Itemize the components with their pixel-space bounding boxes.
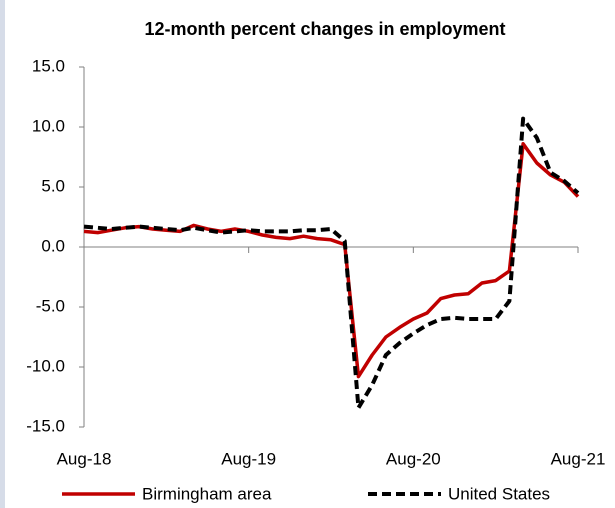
- series-line: [83, 116, 580, 410]
- x-tick-label: Aug-20: [386, 449, 441, 468]
- x-tick-label: Aug-18: [57, 449, 112, 468]
- y-tick-label: 15.0: [32, 56, 65, 75]
- x-tick-label: Aug-19: [221, 449, 276, 468]
- y-tick-label: 10.0: [32, 116, 65, 135]
- y-tick-label: -15.0: [26, 416, 65, 435]
- legend-label: Birmingham area: [142, 484, 272, 503]
- chart: 12-month percent changes in employment -…: [26, 19, 606, 504]
- y-tick-label: -5.0: [36, 296, 65, 315]
- series-line: [83, 142, 580, 379]
- y-tick-label: 0.0: [41, 236, 65, 255]
- x-tick-label: Aug-21: [551, 449, 606, 468]
- y-tick-label: 5.0: [41, 176, 65, 195]
- legend-label: United States: [448, 484, 550, 503]
- y-tick-label: -10.0: [26, 356, 65, 375]
- chart-title: 12-month percent changes in employment: [144, 19, 505, 39]
